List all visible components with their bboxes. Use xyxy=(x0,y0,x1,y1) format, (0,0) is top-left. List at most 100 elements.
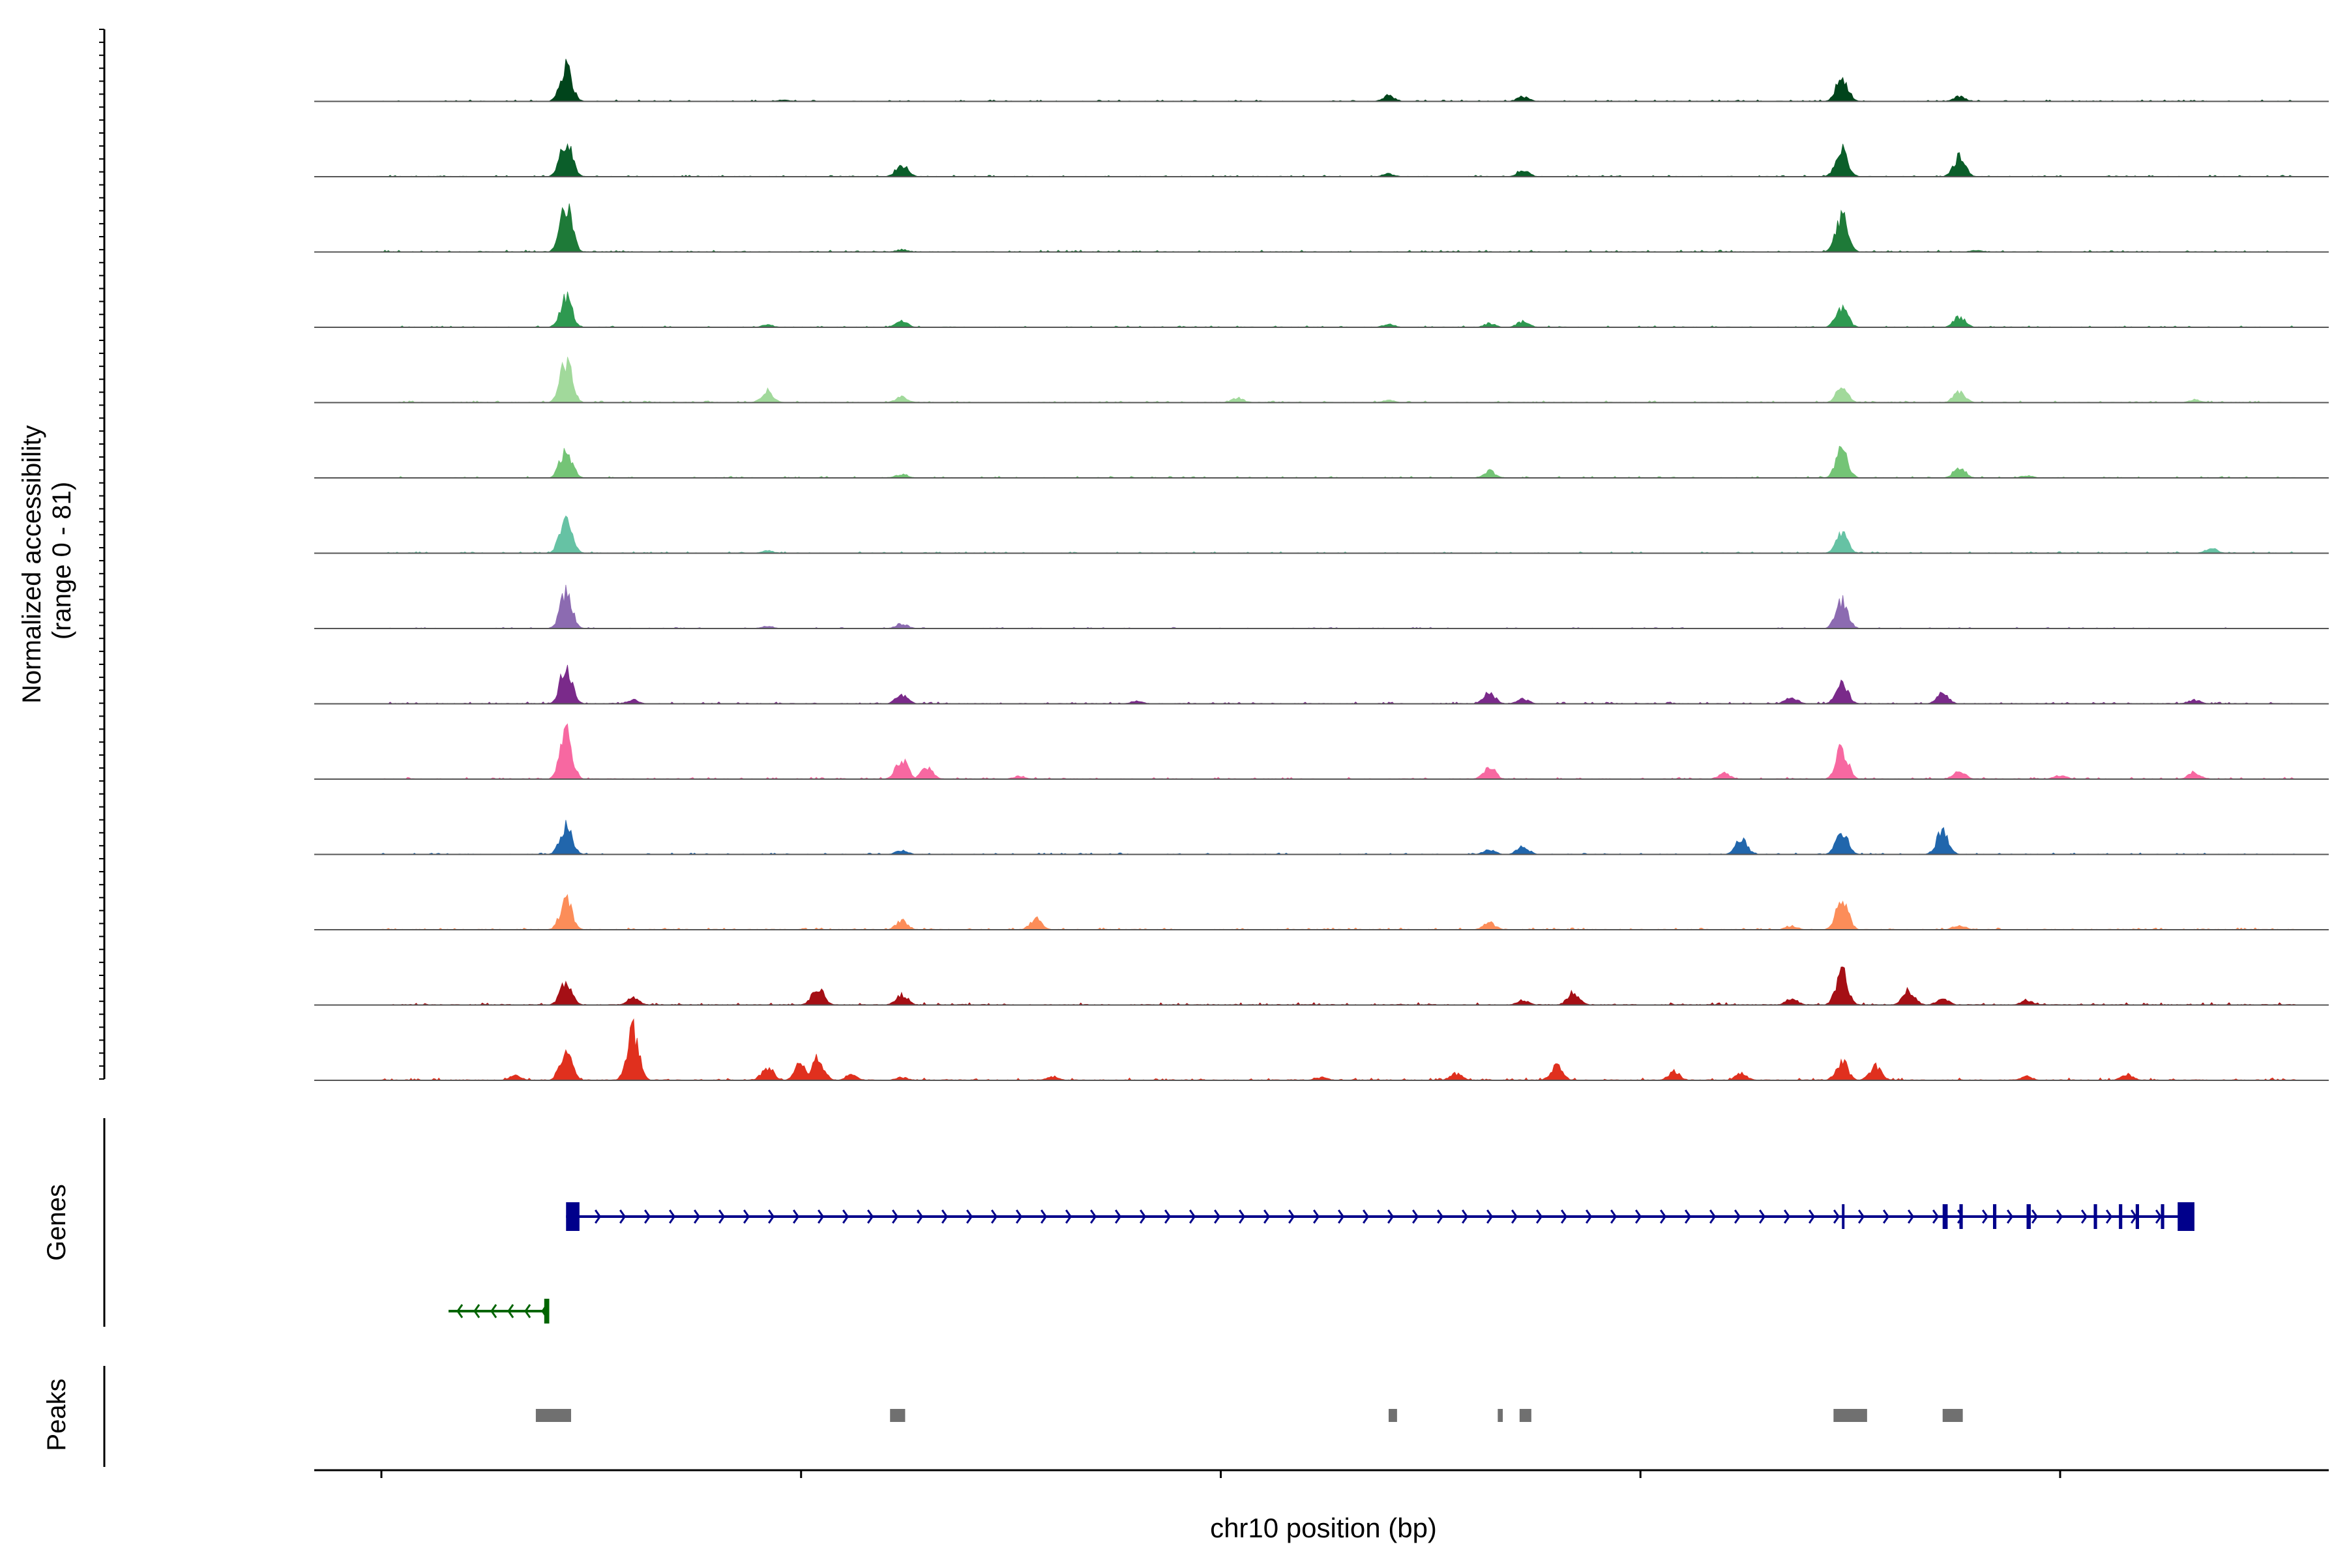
strand-arrow xyxy=(1511,1209,1518,1224)
strand-arrow xyxy=(941,1209,949,1224)
strand-arrow xyxy=(595,1209,602,1224)
strand-arrow xyxy=(2007,1209,2014,1224)
strand-arrow xyxy=(1462,1209,1469,1224)
coverage-area xyxy=(381,291,2295,328)
coverage-area xyxy=(381,1018,2295,1081)
strand-arrow xyxy=(1214,1209,1221,1224)
y-axis-title-line2: (range 0 - 81) xyxy=(48,482,76,640)
exon xyxy=(1842,1204,1845,1229)
strand-arrow xyxy=(1858,1209,1865,1224)
strand-arrow xyxy=(743,1209,750,1224)
strand-arrow xyxy=(1982,1209,1989,1224)
axes xyxy=(99,29,2329,1478)
track-1 xyxy=(314,143,2329,177)
peaks-panel-label: Peaks xyxy=(42,1378,71,1451)
strand-arrow xyxy=(1363,1209,1370,1224)
strand-arrow xyxy=(1734,1209,1741,1224)
strand-arrow xyxy=(1784,1209,1791,1224)
strand-arrow xyxy=(1189,1209,1196,1224)
strand-arrow xyxy=(1239,1209,1246,1224)
strand-arrow xyxy=(917,1209,924,1224)
peak-region xyxy=(1498,1409,1503,1422)
genes-panel-label: Genes xyxy=(42,1184,71,1261)
coverage-area xyxy=(381,357,2295,403)
strand-arrow xyxy=(473,1304,480,1318)
strand-arrow xyxy=(793,1209,800,1224)
strand-arrow xyxy=(1437,1209,1444,1224)
strand-arrow xyxy=(1486,1209,1494,1224)
strand-arrow xyxy=(1288,1209,1295,1224)
strand-arrow xyxy=(867,1209,874,1224)
strand-arrow xyxy=(1759,1209,1766,1224)
gene-cep57l1 xyxy=(449,1299,550,1324)
track-7 xyxy=(314,585,2329,629)
track-3 xyxy=(314,291,2329,328)
strand-arrow xyxy=(1412,1209,1419,1224)
exon xyxy=(1993,1204,1997,1229)
coverage-area xyxy=(381,515,2295,554)
strand-arrow xyxy=(1016,1209,1023,1224)
strand-arrow xyxy=(669,1209,676,1224)
track-5 xyxy=(314,445,2329,479)
exon xyxy=(2135,1204,2140,1229)
strand-arrow xyxy=(1660,1209,1667,1224)
strand-arrow xyxy=(490,1304,497,1318)
strand-arrow xyxy=(1065,1209,1072,1224)
strand-arrow xyxy=(2081,1209,2088,1224)
exon xyxy=(566,1202,580,1231)
coverage-area xyxy=(381,723,2295,780)
strand-arrow xyxy=(1536,1209,1543,1224)
coverage-area xyxy=(381,966,2295,1005)
coverage-tracks xyxy=(314,59,2329,1081)
strand-arrow xyxy=(1090,1209,1097,1224)
strand-arrow xyxy=(1685,1209,1692,1224)
strand-arrow xyxy=(1808,1209,1816,1224)
strand-arrow xyxy=(1635,1209,1642,1224)
track-10 xyxy=(314,820,2329,855)
strand-arrow xyxy=(1387,1209,1395,1224)
coverage-area xyxy=(381,143,2295,177)
gene-sesn1 xyxy=(566,1202,2194,1231)
strand-arrow xyxy=(694,1209,701,1224)
peak-region xyxy=(535,1409,571,1422)
x-axis-title: chr10 position (bp) xyxy=(1210,1513,1437,1543)
coverage-area xyxy=(381,664,2295,705)
strand-arrow xyxy=(1313,1209,1320,1224)
peak-region xyxy=(1519,1409,1531,1422)
strand-arrow xyxy=(1833,1209,1840,1224)
strand-arrow xyxy=(1115,1209,1122,1224)
track-12 xyxy=(314,966,2329,1006)
exon xyxy=(544,1299,550,1324)
strand-arrow xyxy=(1908,1209,1915,1224)
strand-arrow xyxy=(1709,1209,1717,1224)
peak-region xyxy=(1942,1409,1963,1422)
strand-arrow xyxy=(1140,1209,1147,1224)
track-0 xyxy=(314,59,2329,102)
strand-arrow xyxy=(818,1209,825,1224)
strand-arrow xyxy=(524,1304,531,1318)
strand-arrow xyxy=(991,1209,998,1224)
strand-arrow xyxy=(1883,1209,1890,1224)
exon xyxy=(2177,1202,2194,1231)
genes-panel xyxy=(449,1202,2194,1324)
exon xyxy=(2026,1204,2031,1229)
coverage-area xyxy=(381,445,2295,479)
strand-arrow xyxy=(768,1209,775,1224)
track-2 xyxy=(314,203,2329,253)
exon xyxy=(2161,1204,2164,1229)
strand-arrow xyxy=(644,1209,651,1224)
track-4 xyxy=(314,357,2329,404)
coverage-area xyxy=(381,894,2295,930)
strand-arrow xyxy=(966,1209,973,1224)
track-6 xyxy=(314,515,2329,554)
strand-arrow xyxy=(1338,1209,1345,1224)
strand-arrow xyxy=(2106,1209,2113,1224)
strand-arrow xyxy=(1932,1209,1940,1224)
strand-arrow xyxy=(1561,1209,1568,1224)
peak-region xyxy=(1389,1409,1397,1422)
strand-arrow xyxy=(2056,1209,2063,1224)
strand-arrow xyxy=(456,1304,464,1318)
track-11 xyxy=(314,894,2329,930)
